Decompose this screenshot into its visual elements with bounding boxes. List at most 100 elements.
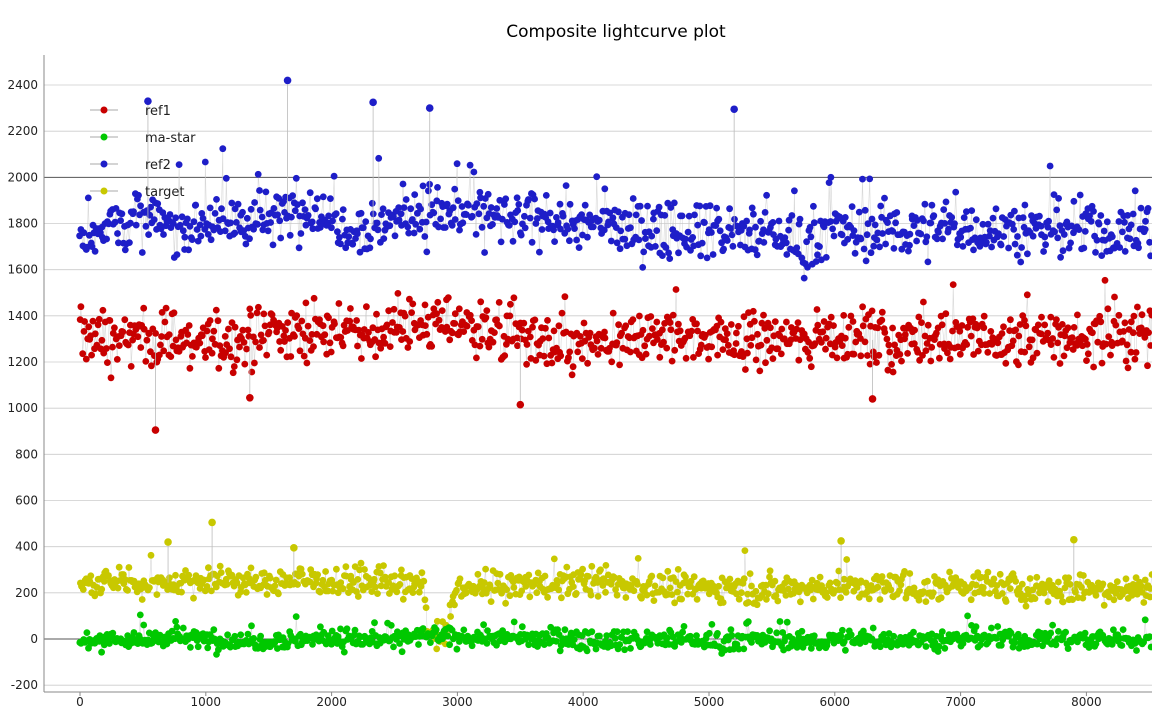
data-point <box>1127 348 1135 356</box>
data-point <box>1033 573 1041 581</box>
data-point <box>298 317 306 325</box>
data-point <box>671 599 678 607</box>
data-point <box>1018 244 1025 251</box>
data-point <box>607 237 615 245</box>
data-point <box>740 313 748 321</box>
data-point <box>1055 195 1062 202</box>
data-point <box>402 196 410 203</box>
data-point <box>449 204 457 212</box>
data-point <box>919 352 926 359</box>
data-point <box>643 628 651 636</box>
data-point <box>708 621 716 628</box>
data-point <box>1074 311 1081 319</box>
data-point <box>1102 340 1110 348</box>
data-point <box>513 194 521 202</box>
data-point <box>216 562 224 570</box>
data-point <box>1011 240 1019 248</box>
data-point <box>408 309 415 316</box>
data-point <box>868 307 876 315</box>
data-point <box>94 321 102 329</box>
data-point <box>446 641 453 649</box>
data-point <box>542 324 549 332</box>
data-point <box>732 340 740 347</box>
data-point <box>248 622 255 630</box>
data-point <box>659 574 667 582</box>
data-point <box>1147 342 1152 349</box>
data-point <box>666 584 674 592</box>
data-point <box>121 246 129 254</box>
data-point <box>708 229 715 236</box>
data-point <box>210 327 218 335</box>
data-point <box>186 364 194 372</box>
data-point <box>181 233 189 241</box>
data-point <box>1065 244 1073 252</box>
data-point <box>545 334 553 342</box>
data-point <box>233 356 241 364</box>
data-point <box>289 192 296 200</box>
data-point <box>860 245 868 253</box>
data-point <box>208 587 215 595</box>
data-point <box>923 233 931 241</box>
data-point <box>1060 352 1068 360</box>
data-point <box>606 209 614 217</box>
data-point <box>676 327 684 335</box>
data-point <box>356 248 364 256</box>
data-point <box>618 329 625 337</box>
data-point <box>1016 321 1024 328</box>
data-point <box>557 225 564 233</box>
data-point <box>264 227 272 235</box>
data-point <box>636 312 643 320</box>
data-point <box>265 328 273 336</box>
data-point <box>309 225 317 233</box>
data-point <box>451 320 459 327</box>
data-point <box>451 216 459 223</box>
data-point <box>532 356 540 364</box>
data-point <box>455 305 463 313</box>
data-point <box>592 645 600 653</box>
data-point <box>336 234 343 241</box>
data-point <box>879 230 886 237</box>
data-point <box>255 303 262 311</box>
data-point <box>114 230 121 237</box>
data-point <box>706 202 714 210</box>
data-point <box>920 217 927 225</box>
data-point <box>586 211 594 219</box>
data-point <box>862 257 870 265</box>
data-point <box>230 363 238 370</box>
data-point <box>1111 293 1118 301</box>
data-point <box>627 224 634 232</box>
data-point <box>405 229 413 237</box>
data-point <box>693 320 700 328</box>
data-point <box>744 618 752 626</box>
data-point <box>164 538 172 546</box>
data-point <box>297 630 304 638</box>
data-point <box>480 202 488 210</box>
data-point <box>367 235 374 243</box>
data-point <box>863 231 871 239</box>
data-point <box>346 317 354 325</box>
data-point <box>368 199 376 207</box>
data-point <box>211 210 219 217</box>
data-point <box>406 295 413 303</box>
data-point <box>668 591 676 598</box>
data-point <box>837 594 844 601</box>
data-point <box>568 371 576 379</box>
data-point <box>422 604 430 611</box>
data-point <box>726 205 733 213</box>
data-point <box>491 329 498 336</box>
data-point <box>857 235 865 243</box>
data-point <box>246 305 254 313</box>
data-point <box>95 315 103 323</box>
data-point <box>601 334 609 342</box>
data-point <box>1121 248 1129 255</box>
data-point <box>370 575 378 583</box>
data-point <box>281 338 288 345</box>
data-point <box>819 328 827 336</box>
data-point <box>412 220 420 228</box>
data-point <box>615 208 622 216</box>
data-point <box>425 187 432 195</box>
data-point <box>813 306 821 313</box>
data-point <box>735 595 743 603</box>
data-point <box>319 576 327 584</box>
data-point <box>523 341 531 348</box>
